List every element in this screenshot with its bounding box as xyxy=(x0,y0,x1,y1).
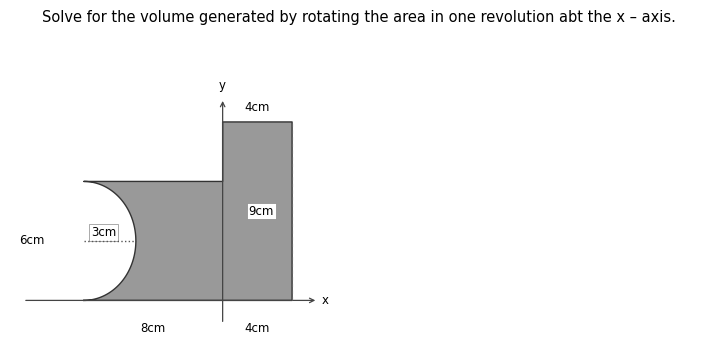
Text: 6cm: 6cm xyxy=(19,235,44,247)
Text: 8cm: 8cm xyxy=(141,322,166,335)
Text: 9cm: 9cm xyxy=(249,205,274,218)
Text: 3cm: 3cm xyxy=(91,226,116,239)
Text: y: y xyxy=(219,79,226,92)
Polygon shape xyxy=(84,122,292,301)
Text: Solve for the volume generated by rotating the area in one revolution abt the x : Solve for the volume generated by rotati… xyxy=(42,10,675,25)
Text: 4cm: 4cm xyxy=(244,322,270,335)
Text: x: x xyxy=(322,294,328,307)
Text: 4cm: 4cm xyxy=(244,101,270,114)
